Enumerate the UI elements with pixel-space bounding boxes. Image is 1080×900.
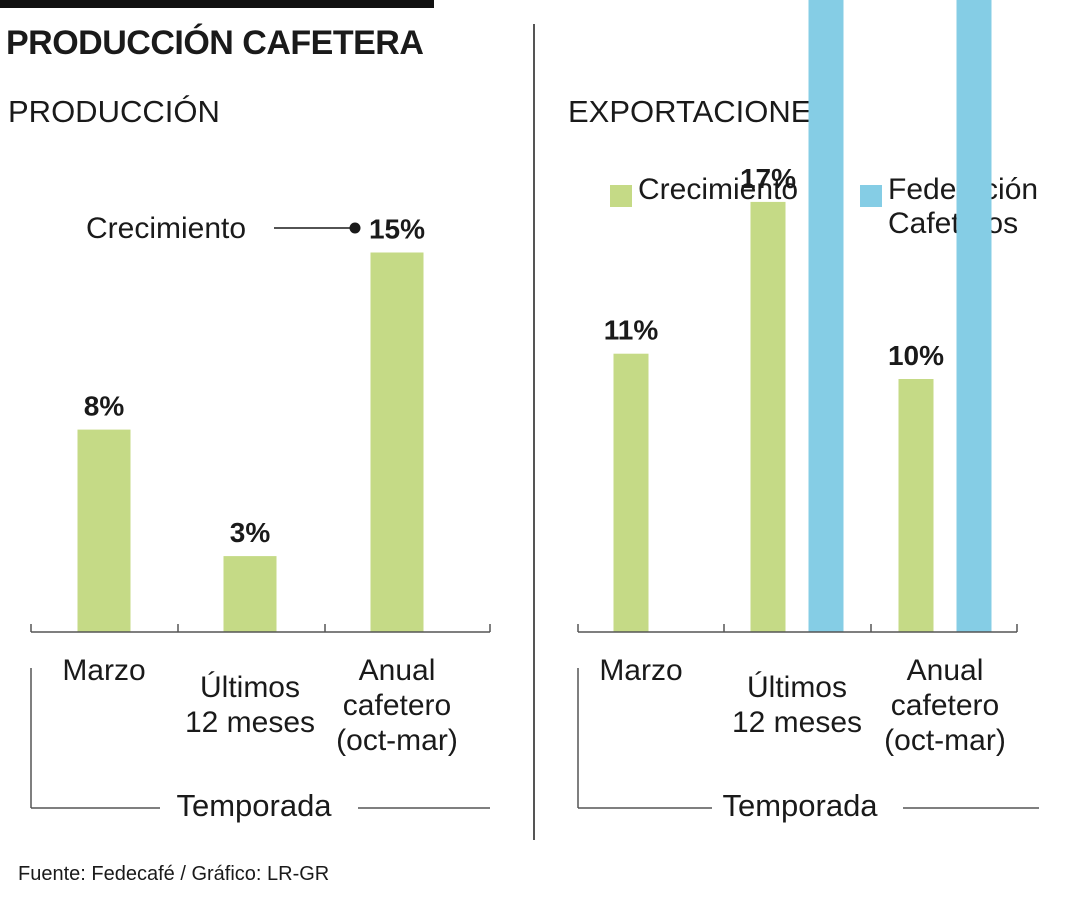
annotation-label: Crecimiento [86,212,246,245]
data-label-0-0-2: 15% [369,214,425,245]
data-label-1-0-2: 10% [888,340,944,371]
data-label-1-0-0: 11% [604,315,659,346]
tick-label-0-1: 12 meses [185,706,315,739]
tick-label-0-0: Marzo [62,654,145,687]
bar-1-1-1 [808,0,844,633]
bar-1-0-2 [898,379,934,632]
bar-0-0-0 [77,429,131,632]
data-label-0-0-0: 8% [84,391,125,422]
legend-swatch-blue [860,185,882,207]
tick-label-1-0: Marzo [599,654,682,687]
page-title: PRODUCCIÓN CAFETERA [6,24,424,62]
tick-label-0-1: Últimos [200,671,300,704]
x-axis-title-1: Temporada [722,788,878,823]
bar-0-0-2 [370,252,424,632]
panel-title-exportaciones: EXPORTACIONES [568,94,833,129]
bar-0-0-1 [223,556,277,632]
top-rule [0,0,434,8]
tick-label-1-1: Últimos [747,671,847,704]
legend-label-crecimiento: Crecimiento [638,173,799,206]
source-note: Fuente: Fedecafé / Gráfico: LR-GR [18,863,330,885]
panel-title-produccion: PRODUCCIÓN [8,94,220,129]
data-label-0-0-1: 3% [230,517,271,548]
annotation-dot [349,222,361,234]
tick-label-1-2: Anual [907,654,984,687]
bar-1-0-1 [750,201,786,632]
x-axis-title-0: Temporada [176,788,332,823]
tick-label-0-2: Anual [359,654,436,687]
tick-label-1-2: cafetero [891,689,999,722]
tick-label-1-2: (oct-mar) [884,724,1006,757]
tick-label-0-2: (oct-mar) [336,724,458,757]
panel-divider [533,24,535,840]
tick-label-1-1: 12 meses [732,706,862,739]
bar-1-1-2 [956,0,992,632]
data-label-1-0-1: 17% [740,163,796,194]
legend-item-crecimiento: Crecimiento [610,173,830,225]
bar-1-0-0 [613,353,649,632]
tick-label-0-2: cafetero [343,689,451,722]
legend-swatch-green [610,185,632,207]
